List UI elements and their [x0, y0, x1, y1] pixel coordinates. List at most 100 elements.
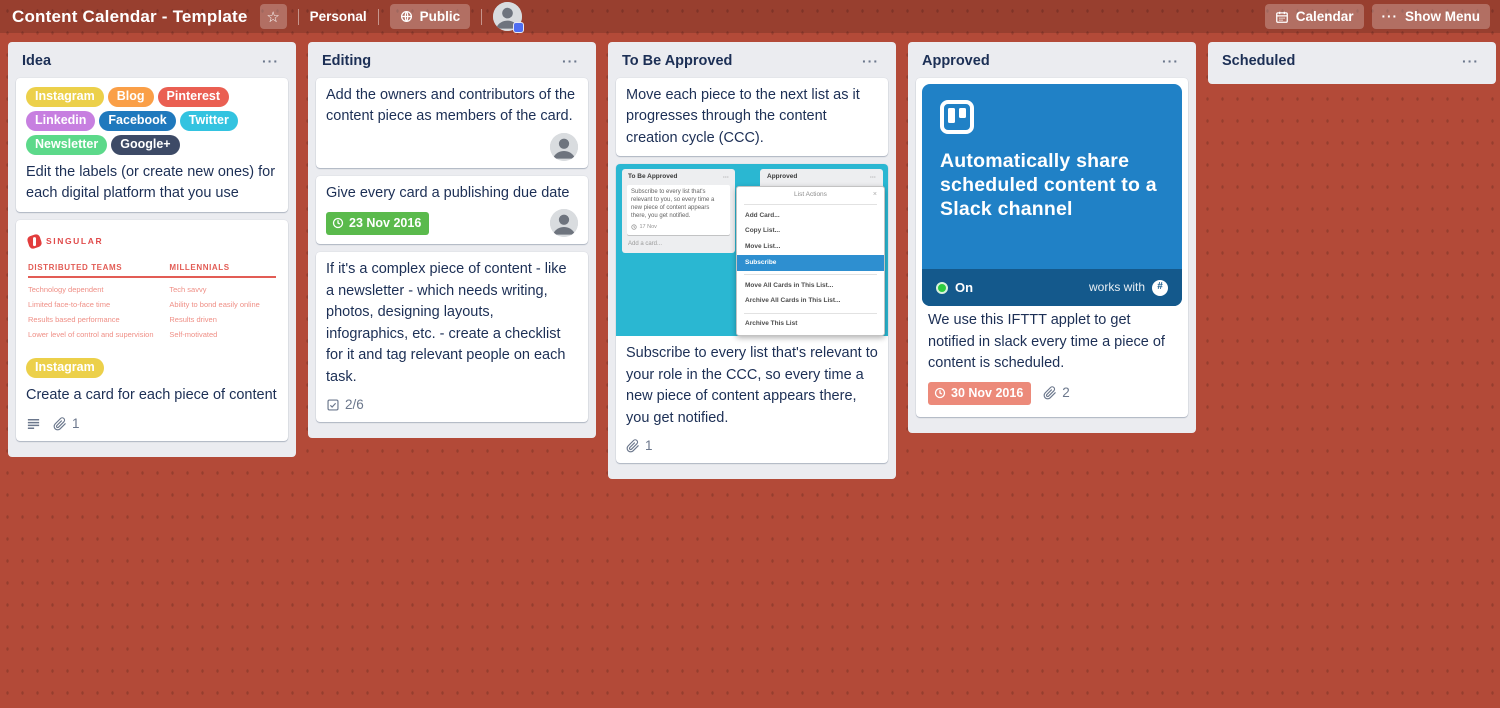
list-title[interactable]: To Be Approved	[622, 53, 733, 69]
card-edit-labels[interactable]: Instagram Blog Pinterest Linkedin Facebo…	[16, 78, 288, 212]
label-instagram[interactable]: Instagram	[26, 87, 104, 107]
card-move-pieces[interactable]: Move each piece to the next list as it p…	[616, 78, 888, 157]
card-text: Edit the labels (or create new ones) for…	[26, 163, 276, 202]
card-badges: 30 Nov 2016 2	[928, 381, 1176, 406]
label-facebook[interactable]: Facebook	[99, 110, 176, 131]
card-text: If it's a complex piece of content - lik…	[326, 261, 567, 385]
card-ifttt-applet[interactable]: Automatically share scheduled content to…	[916, 78, 1188, 418]
label-newsletter[interactable]: Newsletter	[26, 134, 108, 155]
label-twitter[interactable]: Twitter	[179, 110, 238, 131]
label-instagram[interactable]: Instagram	[26, 358, 104, 379]
image-list-item: Results based performance	[28, 314, 120, 324]
team-name[interactable]: Personal	[309, 9, 367, 24]
list-menu-button[interactable]: ···	[262, 53, 279, 69]
label-blog[interactable]: Blog	[107, 87, 154, 107]
paperclip-icon	[53, 416, 66, 431]
mini-list-header: Approved ···	[766, 172, 877, 185]
card-text: Give every card a publishing due date	[326, 184, 570, 201]
list-header: To Be Approved ···	[616, 46, 888, 78]
due-date-text: 30 Nov 2016	[951, 385, 1024, 400]
list-title[interactable]: Idea	[22, 53, 52, 69]
mini-list-title: To Be Approved	[628, 173, 678, 181]
user-avatar[interactable]	[493, 2, 525, 33]
image-columns: Technology dependent Limited face-to-fac…	[28, 285, 276, 344]
member-avatar[interactable]	[550, 132, 578, 161]
list-menu-button[interactable]: ···	[1462, 53, 1479, 69]
image-list-item: Ability to bond easily online	[169, 300, 260, 310]
paperclip-icon	[626, 439, 639, 453]
applet-footer: On works with #	[922, 269, 1182, 307]
list-to-be-approved: To Be Approved ··· Move each piece to th…	[608, 42, 896, 480]
member-avatar[interactable]	[550, 209, 578, 238]
mini-ellipsis-icon: ···	[723, 174, 729, 181]
card-add-owners[interactable]: Add the owners and contributors of the c…	[316, 78, 588, 168]
mini-menu-item: Archive All Cards in This List...	[745, 297, 841, 305]
divider	[744, 274, 877, 276]
list-title[interactable]: Approved	[922, 53, 990, 69]
divider	[744, 312, 877, 314]
board-header: Content Calendar - Template ☆ Personal P…	[0, 0, 1500, 33]
star-button[interactable]: ☆	[259, 4, 287, 29]
singular-logo: SINGULAR	[26, 232, 276, 250]
applet-status: On	[955, 280, 974, 296]
list-title[interactable]: Editing	[322, 53, 372, 69]
attachment-count: 2	[1062, 385, 1070, 401]
card-subscribe[interactable]: To Be Approved ··· Subscribe to every li…	[616, 164, 888, 464]
image-column: Tech savvy Ability to bond easily online…	[169, 285, 276, 344]
ifttt-applet-image: Automatically share scheduled content to…	[922, 84, 1182, 307]
label-pinterest[interactable]: Pinterest	[157, 87, 230, 107]
star-icon: ☆	[266, 8, 280, 26]
attachment-badge: 2	[1043, 383, 1070, 403]
mini-list-header: To Be Approved ···	[627, 172, 730, 185]
card-create-content[interactable]: SINGULAR DISTRIBUTED TEAMS MILLENNIALS T…	[16, 219, 288, 441]
card-body: We use this IFTTT applet to get notified…	[922, 306, 1182, 411]
toggle-on-icon	[936, 281, 948, 294]
works-with: works with #	[1089, 279, 1168, 297]
list-menu-button[interactable]: ···	[1162, 53, 1179, 69]
card-body: Subscribe to every list that's relevant …	[616, 336, 888, 463]
attachment-badge: 1	[53, 414, 80, 434]
column-header: MILLENNIALS	[169, 262, 230, 272]
slack-icon: #	[1152, 279, 1168, 296]
checklist-badge: 2/6	[326, 395, 364, 415]
list-menu-button[interactable]: ···	[862, 53, 879, 69]
divider	[481, 8, 483, 25]
image-list-item: Self-motivated	[169, 329, 218, 339]
due-date-text: 23 Nov 2016	[349, 215, 422, 230]
divider	[297, 8, 299, 25]
board-canvas: Idea ··· Instagram Blog Pinterest Linked…	[0, 33, 1500, 488]
card-badges: 1	[626, 436, 878, 456]
checklist-icon	[327, 399, 339, 411]
list-title[interactable]: Scheduled	[1222, 53, 1296, 69]
card-due-date[interactable]: Give every card a publishing due date 23…	[316, 175, 588, 245]
visibility-button[interactable]: Public	[389, 4, 471, 29]
label-google-plus[interactable]: Google+	[111, 134, 180, 155]
image-column: Technology dependent Limited face-to-fac…	[28, 285, 169, 344]
card-cover-image: SINGULAR DISTRIBUTED TEAMS MILLENNIALS T…	[26, 227, 278, 357]
show-menu-button[interactable]: ··· Show Menu	[1371, 4, 1490, 29]
card-text: Add the owners and contributors of the c…	[326, 87, 576, 125]
calendar-button[interactable]: Calendar	[1264, 4, 1364, 29]
label-row: Instagram	[26, 358, 278, 379]
card-checklist[interactable]: If it's a complex piece of content - lik…	[316, 252, 588, 423]
mini-popup-list-actions: List Actions × Add Card... Copy List... …	[736, 186, 885, 337]
singular-brand: SINGULAR	[46, 235, 104, 246]
list-scheduled: Scheduled ···	[1208, 42, 1496, 84]
clock-icon	[631, 224, 637, 230]
list-header: Scheduled ···	[1216, 46, 1488, 76]
label-linkedin[interactable]: Linkedin	[26, 110, 96, 131]
image-list-item: Tech savvy	[169, 285, 207, 295]
card-badges: 2/6	[326, 395, 578, 415]
list-menu-button[interactable]: ···	[562, 53, 579, 69]
due-badge: 23 Nov 2016	[326, 211, 430, 236]
applet-heading: Automatically share scheduled content to…	[940, 150, 1157, 220]
trello-logo-icon	[940, 100, 974, 134]
checklist-count: 2/6	[345, 397, 364, 413]
board-title[interactable]: Content Calendar - Template	[12, 6, 248, 26]
card-footer	[326, 132, 578, 161]
singular-logo-icon	[26, 232, 43, 250]
mini-card: Subscribe to every list that's relevant …	[627, 185, 730, 235]
card-badges: 1	[26, 414, 278, 434]
image-list-item: Results driven	[169, 314, 217, 324]
list-approved: Approved ··· Automatically share schedul…	[908, 42, 1196, 434]
